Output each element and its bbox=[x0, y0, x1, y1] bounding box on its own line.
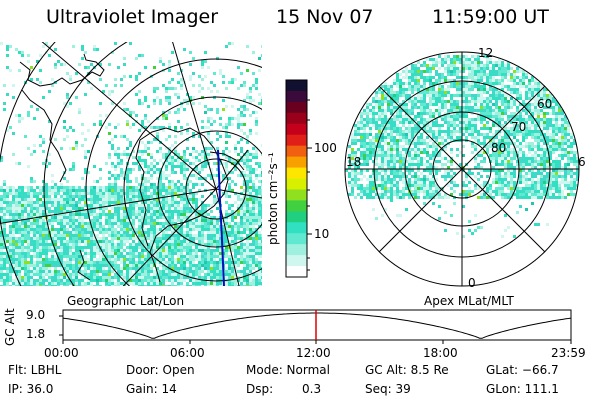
gc-alt-status: GC Alt: 8.5 Re bbox=[365, 363, 449, 377]
altitude-timeline bbox=[59, 309, 572, 344]
instrument-title: Ultraviolet Imager bbox=[46, 6, 219, 28]
colorbar-ticks bbox=[307, 99, 312, 271]
mlt-label-12: 12 bbox=[478, 46, 494, 60]
seq-status: Seq: 39 bbox=[365, 382, 411, 396]
longitude-meridians bbox=[0, 42, 262, 286]
colorbar-tick-10: 10 bbox=[314, 227, 330, 241]
mlt-label-18: 18 bbox=[346, 155, 362, 169]
timeline-xtick-0600: 06:00 bbox=[170, 346, 205, 360]
geographic-map bbox=[0, 42, 262, 286]
colorbar-frame bbox=[285, 79, 308, 278]
geographic-panel-label: Geographic Lat/Lon bbox=[67, 294, 185, 308]
colorbar-gradient bbox=[286, 80, 307, 278]
spacecraft-ground-track bbox=[217, 149, 225, 286]
timeline-ytick-max: 9.0 bbox=[26, 308, 46, 322]
coastline-outlines bbox=[19, 53, 245, 283]
timeline-frame bbox=[62, 309, 572, 341]
aurora-emission-geographic bbox=[0, 42, 262, 286]
colorbar-unit-label: photon cm⁻²s⁻¹ bbox=[266, 152, 280, 245]
timeline-xtick-0000: 00:00 bbox=[44, 346, 79, 360]
mlat-label-60: 60 bbox=[537, 97, 553, 111]
glat-status: GLat: −66.7 bbox=[486, 363, 559, 377]
mlat-label-80: 80 bbox=[491, 141, 507, 155]
timeline-axis-title: GC Alt bbox=[3, 308, 17, 346]
glon-status: GLon: 111.1 bbox=[486, 382, 559, 396]
gain-status: Gain: 14 bbox=[126, 382, 177, 396]
time-label: 11:59:00 UT bbox=[432, 6, 549, 28]
filter-status: Flt: LBHL bbox=[8, 363, 62, 377]
colorbar-tick-100: 100 bbox=[314, 141, 337, 155]
timeline-xtick-1200: 12:00 bbox=[296, 346, 331, 360]
timeline-xtick-2359: 23:59 bbox=[551, 346, 586, 360]
mlt-label-6: 6 bbox=[578, 155, 586, 169]
timeline-ticks bbox=[59, 315, 572, 344]
mode-status: Mode: Normal bbox=[246, 363, 330, 377]
dsp-value: 0.3 bbox=[302, 382, 322, 396]
timeline-xtick-1800: 18:00 bbox=[423, 346, 458, 360]
ip-status: IP: 36.0 bbox=[8, 382, 54, 396]
altitude-curve bbox=[62, 312, 572, 339]
mlt-label-0: 0 bbox=[468, 276, 476, 290]
apex-panel-label: Apex MLat/MLT bbox=[424, 294, 514, 308]
latitude-circles bbox=[0, 42, 262, 286]
colorbar bbox=[285, 79, 312, 278]
polar-grid bbox=[344, 51, 580, 287]
timeline-ytick-min: 1.8 bbox=[26, 327, 46, 341]
door-status: Door: Open bbox=[126, 363, 195, 377]
date-label: 15 Nov 07 bbox=[276, 6, 374, 28]
dsp-label: Dsp: bbox=[246, 382, 274, 396]
mlat-label-70: 70 bbox=[511, 120, 527, 134]
